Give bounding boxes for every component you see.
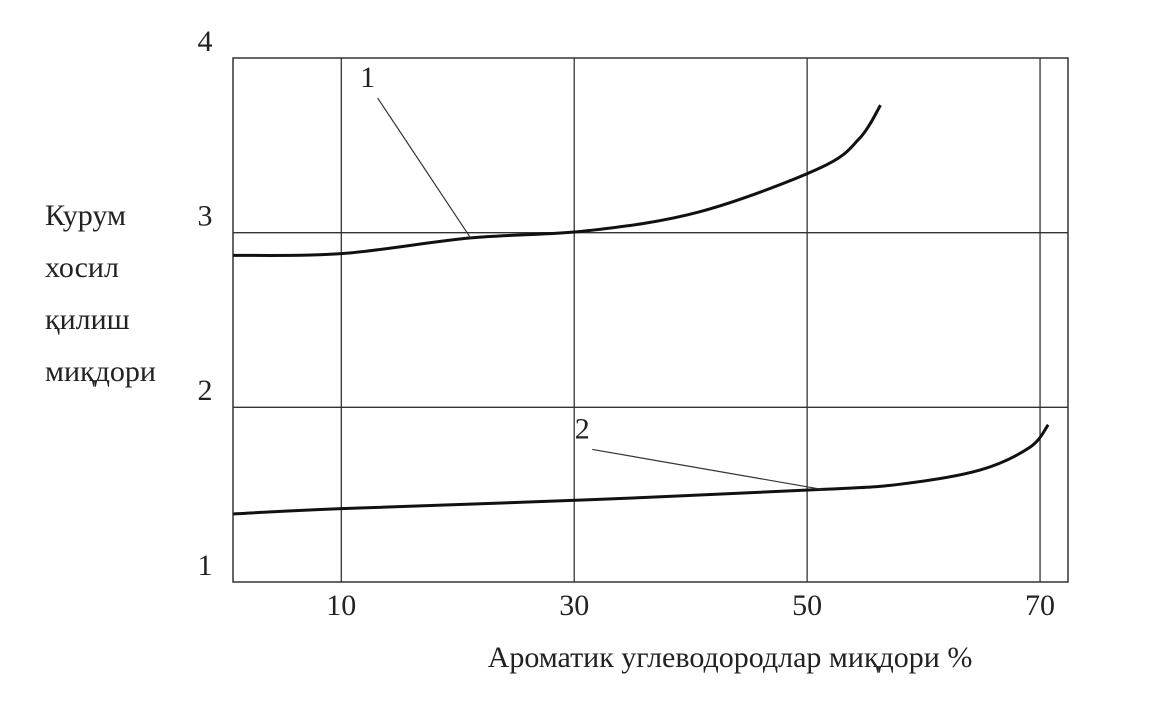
y-tick-label: 1 xyxy=(198,549,213,582)
leader-line xyxy=(377,97,472,239)
y-axis-label: миқдори xyxy=(45,355,156,388)
series-line xyxy=(233,104,882,257)
x-tick-label: 50 xyxy=(792,589,822,622)
y-axis-label: хосил xyxy=(45,251,119,284)
leader-line xyxy=(592,448,823,491)
x-tick-label: 70 xyxy=(1025,589,1055,622)
series-label: 1 xyxy=(360,61,375,94)
y-axis-label: қилиш xyxy=(45,303,130,336)
y-axis-label: Курум xyxy=(45,199,126,232)
y-tick-label: 2 xyxy=(198,374,213,407)
series-label: 2 xyxy=(575,412,590,445)
x-tick-label: 10 xyxy=(326,589,356,622)
x-axis-label: Ароматик углеводородлар миқдори % xyxy=(488,641,973,674)
series-line xyxy=(233,423,1050,516)
x-tick-label: 30 xyxy=(559,589,589,622)
plot-frame xyxy=(232,57,1069,583)
y-tick-label: 4 xyxy=(198,25,213,58)
y-tick-label: 3 xyxy=(198,200,213,233)
